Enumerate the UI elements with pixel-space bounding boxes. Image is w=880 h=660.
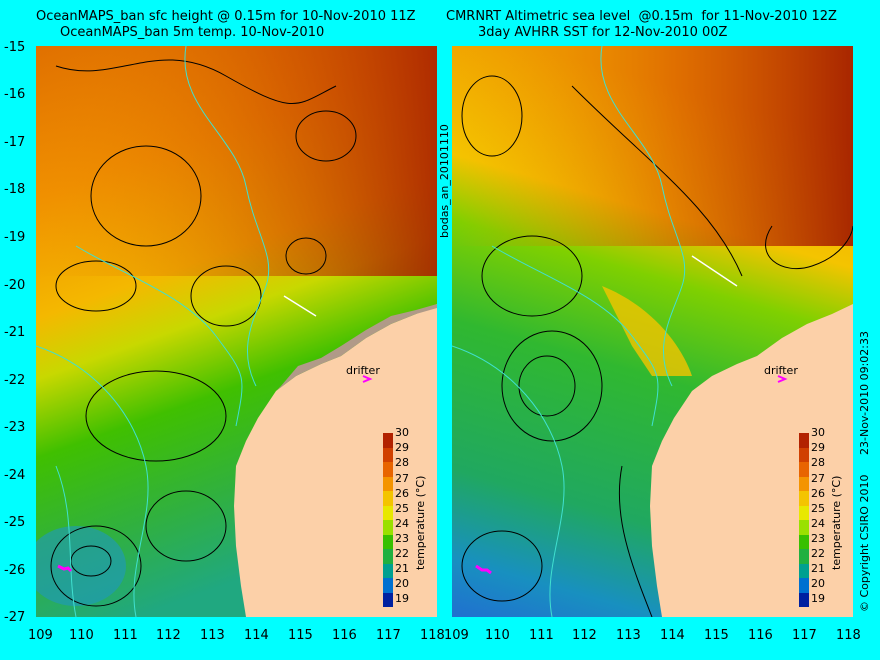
colorbar-tick: 25 bbox=[811, 502, 825, 515]
y-tick: -24 bbox=[4, 468, 26, 483]
drifter-marker-right bbox=[777, 375, 788, 383]
right-title-line1: CMRNRT Altimetric sea level @0.15m for 1… bbox=[446, 9, 837, 24]
y-tick: -27 bbox=[4, 610, 26, 625]
colorbar-tick: 21 bbox=[811, 562, 825, 575]
colorbar-tick: 21 bbox=[395, 562, 409, 575]
colorbar-tick: 25 bbox=[395, 502, 409, 515]
x-tick: 110 bbox=[485, 628, 510, 643]
x-tick: 114 bbox=[660, 628, 685, 643]
x-tick: 114 bbox=[244, 628, 269, 643]
colorbar-label: temperature (°C) bbox=[414, 475, 427, 570]
colorbar-tick: 26 bbox=[395, 487, 409, 500]
right-map-panel bbox=[452, 46, 853, 617]
y-tick: -26 bbox=[4, 563, 26, 578]
colorbar-tick: 23 bbox=[811, 532, 825, 545]
drifter-track-left bbox=[57, 564, 73, 573]
y-tick: -19 bbox=[4, 230, 26, 245]
x-tick: 113 bbox=[200, 628, 225, 643]
x-tick: 117 bbox=[792, 628, 817, 643]
x-tick: 118 bbox=[836, 628, 861, 643]
y-tick: -18 bbox=[4, 182, 26, 197]
x-tick: 110 bbox=[69, 628, 94, 643]
left-map-panel bbox=[36, 46, 437, 617]
isobath-lines bbox=[36, 46, 270, 617]
colorbar-tick: 20 bbox=[811, 577, 825, 590]
drifter-track-right bbox=[475, 564, 492, 575]
colorbar-tick: 24 bbox=[395, 517, 409, 530]
drifter-label-right: drifter bbox=[764, 364, 798, 377]
run-id-label: bodas_an_20101110 bbox=[438, 124, 451, 238]
drifter-label-left: drifter bbox=[346, 364, 380, 377]
isobath-lines-right bbox=[452, 46, 686, 617]
colorbar-tick: 29 bbox=[395, 441, 409, 454]
x-tick: 112 bbox=[156, 628, 181, 643]
colorbar-tick: 20 bbox=[395, 577, 409, 590]
x-tick: 112 bbox=[572, 628, 597, 643]
colorbar-tick: 28 bbox=[395, 456, 409, 469]
copyright-label: © Copyright CSIRO 2010 bbox=[858, 474, 871, 612]
colorbar-tick: 26 bbox=[811, 487, 825, 500]
timestamp-label: 23-Nov-2010 09:02:33 bbox=[858, 330, 871, 455]
x-tick: 117 bbox=[376, 628, 401, 643]
colorbar-tick: 30 bbox=[811, 426, 825, 439]
colorbar-tick: 19 bbox=[395, 592, 409, 605]
x-tick: 111 bbox=[529, 628, 554, 643]
left-title-line2: OceanMAPS_ban 5m temp. 10-Nov-2010 bbox=[60, 25, 325, 40]
colorbar-tick: 22 bbox=[811, 547, 825, 560]
left-title-line1: OceanMAPS_ban sfc height @ 0.15m for 10-… bbox=[36, 9, 416, 24]
drifter-marker-left bbox=[362, 375, 373, 383]
colorbar-tick: 29 bbox=[811, 441, 825, 454]
colorbar-tick: 22 bbox=[395, 547, 409, 560]
colorbar-tick: 27 bbox=[811, 472, 825, 485]
x-tick: 115 bbox=[288, 628, 313, 643]
y-tick: -23 bbox=[4, 420, 26, 435]
x-tick: 118 bbox=[420, 628, 445, 643]
x-tick: 113 bbox=[616, 628, 641, 643]
colorbar-tick: 23 bbox=[395, 532, 409, 545]
y-tick: -16 bbox=[4, 87, 26, 102]
colorbar-tick: 24 bbox=[811, 517, 825, 530]
y-tick: -25 bbox=[4, 515, 26, 530]
right-title-line2: 3day AVHRR SST for 12-Nov-2010 00Z bbox=[478, 25, 728, 40]
colorbar-tick: 27 bbox=[395, 472, 409, 485]
y-tick: -21 bbox=[4, 325, 26, 340]
x-tick: 111 bbox=[113, 628, 138, 643]
sea-height-contours bbox=[50, 59, 357, 607]
x-tick: 116 bbox=[748, 628, 773, 643]
colorbar-tick: 19 bbox=[811, 592, 825, 605]
y-tick: -20 bbox=[4, 278, 26, 293]
x-tick: 115 bbox=[704, 628, 729, 643]
altimetric-contours bbox=[461, 75, 853, 617]
x-tick: 109 bbox=[28, 628, 53, 643]
colorbar-label: temperature (°C) bbox=[830, 475, 843, 570]
colorbar-tick: 30 bbox=[395, 426, 409, 439]
x-tick: 109 bbox=[444, 628, 469, 643]
y-tick: -22 bbox=[4, 373, 26, 388]
y-tick: -15 bbox=[4, 40, 26, 55]
colorbar-tick: 28 bbox=[811, 456, 825, 469]
x-tick: 116 bbox=[332, 628, 357, 643]
y-tick: -17 bbox=[4, 135, 26, 150]
